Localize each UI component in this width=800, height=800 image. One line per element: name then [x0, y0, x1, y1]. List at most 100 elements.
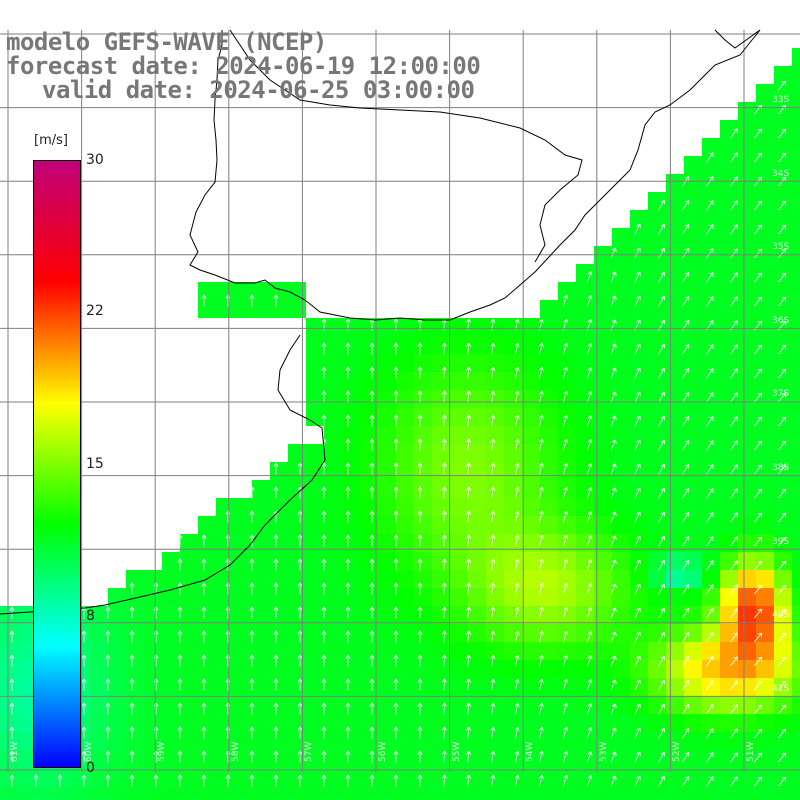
- wind-arrow: [273, 294, 279, 307]
- latitude-label: 38S: [772, 463, 790, 473]
- wind-arrow: [610, 535, 617, 547]
- field-cell: [738, 462, 756, 480]
- field-cell: [432, 516, 450, 534]
- field-cell: [738, 624, 756, 642]
- field-cell: [756, 120, 774, 138]
- field-cell: [504, 498, 522, 516]
- field-cell: [126, 768, 144, 786]
- field-cell: [378, 336, 396, 354]
- field-cell: [90, 606, 108, 624]
- field-cell: [666, 606, 684, 624]
- field-cell: [324, 768, 342, 786]
- wind-arrow: [417, 558, 423, 571]
- wind-arrow: [730, 608, 738, 619]
- field-cell: [540, 552, 558, 570]
- field-cell: [270, 786, 288, 800]
- wind-arrow: [706, 608, 714, 619]
- field-cell: [738, 768, 756, 786]
- field-cell: [396, 768, 414, 786]
- field-cell: [792, 696, 800, 714]
- field-cell: [720, 678, 738, 696]
- field-cell: [468, 696, 486, 714]
- wind-arrow: [682, 199, 690, 211]
- field-cell: [450, 588, 468, 606]
- field-cell: [522, 408, 540, 426]
- wind-arrow: [441, 510, 447, 523]
- field-cell: [378, 516, 396, 534]
- wind-arrow: [634, 775, 641, 787]
- field-cell: [720, 138, 738, 156]
- wind-arrow: [538, 462, 544, 475]
- field-cell: [666, 210, 684, 228]
- field-cell: [522, 516, 540, 534]
- field-cell: [702, 624, 720, 642]
- field-cell: [306, 606, 324, 624]
- wind-arrow: [586, 775, 593, 787]
- field-cell: [324, 624, 342, 642]
- field-cell: [594, 678, 612, 696]
- field-cell: [180, 660, 198, 678]
- field-cell: [648, 228, 666, 246]
- field-cell: [216, 660, 234, 678]
- wind-arrow: [706, 224, 714, 235]
- field-cell: [486, 552, 504, 570]
- latitude-label: 39S: [772, 536, 790, 547]
- field-cell: [576, 588, 594, 606]
- field-cell: [540, 372, 558, 390]
- field-cell: [198, 624, 216, 642]
- wind-arrow: [417, 654, 423, 667]
- field-cell: [432, 768, 450, 786]
- map-title-block: modelo GEFS-WAVE (NCEP) forecast date: 2…: [6, 30, 481, 102]
- field-cell: [324, 390, 342, 408]
- wind-arrow: [538, 534, 544, 547]
- field-cell: [126, 750, 144, 768]
- field-cell: [756, 480, 774, 498]
- field-cell: [144, 696, 162, 714]
- field-cell: [396, 462, 414, 480]
- field-cell: [162, 786, 180, 800]
- wind-arrow: [538, 702, 544, 715]
- field-cell: [594, 480, 612, 498]
- field-cell: [594, 318, 612, 336]
- field-cell: [18, 642, 36, 660]
- field-cell: [468, 390, 486, 408]
- field-cell: [720, 120, 738, 138]
- field-cell: [216, 696, 234, 714]
- wind-arrow: [753, 296, 763, 307]
- wind-arrow: [105, 678, 111, 691]
- field-cell: [414, 372, 432, 390]
- field-cell: [504, 552, 522, 570]
- wind-arrow: [345, 750, 351, 763]
- wind-arrow: [466, 678, 472, 691]
- wind-arrow: [466, 606, 472, 619]
- field-cell: [378, 408, 396, 426]
- field-cell: [720, 462, 738, 480]
- field-cell: [702, 552, 720, 570]
- field-cell: [324, 552, 342, 570]
- colorbar-tick-15: 15: [86, 456, 104, 472]
- field-cell: [90, 768, 108, 786]
- field-cell: [522, 786, 540, 800]
- field-cell: [432, 426, 450, 444]
- field-cell: [486, 516, 504, 534]
- field-cell: [450, 444, 468, 462]
- field-cell: [756, 264, 774, 282]
- field-cell: [0, 714, 18, 732]
- field-cell: [540, 750, 558, 768]
- field-cell: [108, 714, 126, 732]
- field-cell: [792, 228, 800, 246]
- field-cell: [324, 408, 342, 426]
- wind-arrow: [201, 606, 207, 619]
- colorbar-tick-22: 22: [86, 303, 104, 319]
- field-cell: [180, 588, 198, 606]
- field-cell: [522, 552, 540, 570]
- wind-arrow: [682, 247, 690, 259]
- field-cell: [18, 606, 36, 624]
- field-cell: [504, 786, 522, 800]
- wind-arrow: [682, 703, 690, 715]
- wind-arrow: [706, 704, 714, 715]
- field-cell: [18, 786, 36, 800]
- field-cell: [486, 570, 504, 588]
- field-cell: [342, 678, 360, 696]
- wind-arrow: [658, 607, 665, 619]
